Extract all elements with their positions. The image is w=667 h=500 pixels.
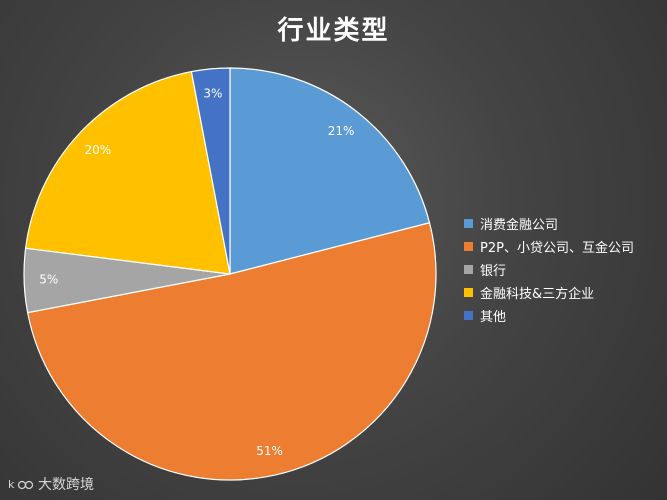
watermark: k 大数跨境 [8,474,94,494]
legend-swatch [464,242,473,251]
data-label: 51% [256,444,283,458]
legend-swatch [464,219,473,228]
legend-swatch [464,311,473,320]
legend-label: 金融科技&三方企业 [480,287,595,302]
chart-legend: 消费金融公司 P2P、小贷公司、互金公司 银行金融科技&三方企业 其他 [464,212,634,327]
legend-item: 其他 [464,304,634,327]
data-label: 21% [328,124,355,138]
pie-slice [190,67,231,275]
legend-swatch [464,265,473,274]
data-label: 3% [203,87,222,101]
data-label: 5% [39,273,58,287]
legend-item: 银行 [464,258,634,281]
pie-slice [26,222,437,481]
watermark-logo-icon: k [8,478,34,491]
pie-slice [229,67,431,275]
legend-label: P2P、小贷公司、互金公司 [480,241,634,256]
legend-item: P2P、小贷公司、互金公司 [464,235,634,258]
legend-item: 消费金融公司 [464,212,634,235]
legend-swatch [464,288,473,297]
legend-label: 消费金融公司 [480,218,559,233]
pie-slice [24,70,231,275]
legend-label: 银行 [480,264,507,279]
watermark-text: 大数跨境 [38,477,94,493]
chart-title: 行业类型 [277,16,390,46]
legend-label: 其他 [480,310,507,325]
data-label: 20% [85,143,112,157]
svg-text:k: k [8,478,15,491]
legend-item: 金融科技&三方企业 [464,281,634,304]
